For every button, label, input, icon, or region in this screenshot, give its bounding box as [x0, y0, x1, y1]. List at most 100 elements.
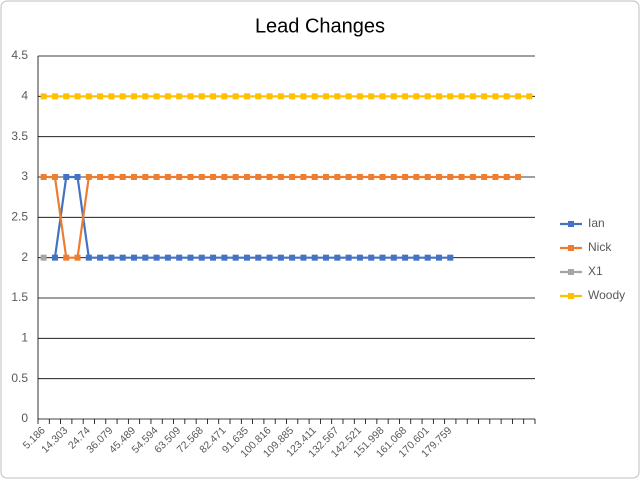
- legend-label: Ian: [588, 216, 605, 230]
- point-marker: [164, 93, 171, 100]
- point-marker: [413, 174, 420, 180]
- point-marker: [390, 174, 397, 180]
- point-marker: [97, 93, 104, 100]
- point-marker: [289, 254, 296, 261]
- point-marker: [131, 174, 138, 180]
- point-marker: [334, 254, 341, 261]
- point-marker: [458, 174, 465, 180]
- y-tick-label: 2: [21, 250, 28, 264]
- point-marker: [323, 174, 330, 180]
- point-marker: [345, 174, 352, 180]
- legend-marker: [568, 269, 574, 275]
- point-marker: [356, 254, 363, 261]
- point-marker: [255, 254, 262, 261]
- point-marker: [469, 174, 476, 180]
- point-marker: [255, 174, 262, 180]
- point-marker: [187, 174, 194, 180]
- point-marker: [481, 93, 488, 100]
- point-marker: [447, 254, 454, 261]
- legend-label: X1: [588, 264, 603, 278]
- legend-label: Woody: [588, 288, 625, 302]
- point-marker: [345, 93, 352, 100]
- point-marker: [515, 93, 522, 100]
- point-marker: [85, 254, 92, 261]
- point-marker: [153, 174, 160, 180]
- point-marker: [176, 93, 183, 100]
- point-marker: [368, 174, 375, 180]
- point-marker: [40, 93, 47, 100]
- point-marker: [74, 93, 81, 100]
- point-marker: [503, 93, 510, 100]
- point-marker: [311, 254, 318, 261]
- point-marker: [97, 174, 104, 180]
- point-marker: [63, 93, 70, 100]
- point-marker: [97, 254, 104, 261]
- point-marker: [300, 254, 307, 261]
- y-tick-label: 1: [21, 331, 28, 345]
- point-marker: [51, 174, 58, 180]
- point-marker: [142, 174, 149, 180]
- point-marker: [334, 174, 341, 180]
- point-marker: [131, 254, 138, 261]
- point-marker: [402, 254, 409, 261]
- legend-marker: [568, 245, 574, 251]
- point-marker: [481, 174, 488, 180]
- point-marker: [300, 174, 307, 180]
- point-marker: [469, 93, 476, 100]
- point-marker: [435, 93, 442, 100]
- point-marker: [51, 93, 58, 100]
- point-marker: [164, 174, 171, 180]
- point-marker: [232, 254, 239, 261]
- point-marker: [289, 174, 296, 180]
- point-marker: [492, 93, 499, 100]
- y-tick-label: 3: [21, 169, 28, 183]
- point-marker: [492, 174, 499, 180]
- point-marker: [311, 93, 318, 100]
- point-marker: [402, 174, 409, 180]
- chart-title: Lead Changes: [255, 15, 385, 37]
- point-marker: [40, 254, 47, 261]
- point-marker: [266, 174, 273, 180]
- point-marker: [345, 254, 352, 261]
- point-marker: [368, 93, 375, 100]
- point-marker: [51, 254, 58, 261]
- point-marker: [255, 93, 262, 100]
- point-marker: [458, 93, 465, 100]
- point-marker: [323, 254, 330, 261]
- point-marker: [424, 93, 431, 100]
- point-marker: [311, 174, 318, 180]
- point-marker: [323, 93, 330, 100]
- point-marker: [277, 254, 284, 261]
- point-marker: [119, 254, 126, 261]
- point-marker: [153, 93, 160, 100]
- legend-label: Nick: [588, 240, 612, 254]
- point-marker: [413, 93, 420, 100]
- point-marker: [153, 254, 160, 261]
- point-marker: [198, 254, 205, 261]
- point-marker: [40, 174, 47, 180]
- legend-marker: [568, 293, 574, 299]
- y-tick-label: 2.5: [11, 210, 28, 224]
- point-marker: [334, 93, 341, 100]
- point-marker: [390, 254, 397, 261]
- point-marker: [368, 254, 375, 261]
- point-marker: [187, 93, 194, 100]
- point-marker: [221, 174, 228, 180]
- point-marker: [85, 93, 92, 100]
- point-marker: [424, 174, 431, 180]
- point-marker: [108, 174, 115, 180]
- point-marker: [447, 174, 454, 180]
- point-marker: [164, 254, 171, 261]
- point-marker: [300, 93, 307, 100]
- point-marker: [515, 174, 522, 180]
- point-marker: [142, 254, 149, 261]
- point-marker: [142, 93, 149, 100]
- point-marker: [119, 174, 126, 180]
- y-tick-label: 0.5: [11, 371, 28, 385]
- point-marker: [74, 174, 81, 180]
- y-tick-label: 4.5: [11, 48, 28, 62]
- point-marker: [424, 254, 431, 261]
- point-marker: [356, 93, 363, 100]
- point-marker: [379, 174, 386, 180]
